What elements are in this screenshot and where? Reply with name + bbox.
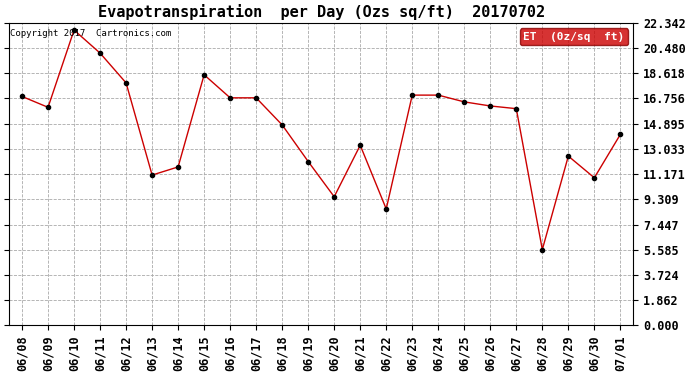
Legend: ET  (0z/sq  ft): ET (0z/sq ft): [520, 28, 628, 45]
Text: Copyright 2017  Cartronics.com: Copyright 2017 Cartronics.com: [10, 29, 172, 38]
Title: Evapotranspiration  per Day (Ozs sq/ft)  20170702: Evapotranspiration per Day (Ozs sq/ft) 2…: [97, 4, 545, 20]
